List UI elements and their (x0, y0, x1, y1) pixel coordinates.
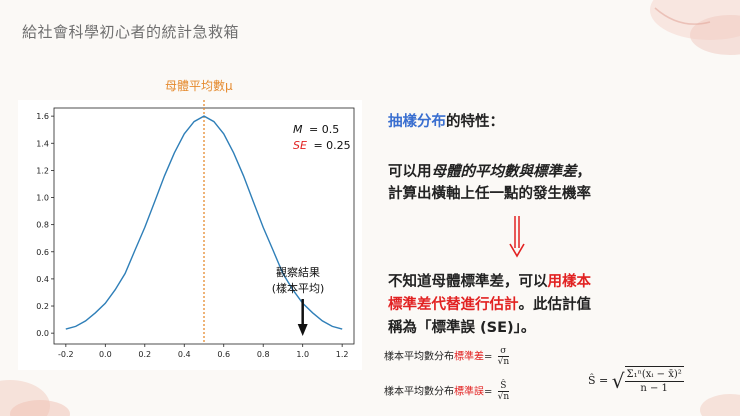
p4-text: 。此估計值 (518, 297, 592, 313)
observed-arrow-icon (297, 299, 308, 336)
f1-red: 標準差 (454, 351, 484, 363)
paragraph-2-line-1: 不知道母體標準差，可以用樣本 (388, 270, 591, 291)
y-tick-label: 0.8 (36, 221, 49, 230)
f2-den: √n (497, 392, 510, 402)
decorative-corner-bottom-right (700, 394, 740, 416)
paragraph-1-line-2: 計算出橫軸上任一點的發生機率 (388, 186, 591, 202)
x-tick-label: 1.0 (296, 350, 309, 359)
x-tick-label: 0.4 (178, 350, 191, 359)
f2-red: 標準誤 (454, 386, 484, 398)
f1-fraction: σ √n (497, 346, 510, 367)
y-tick-label: 0.2 (36, 302, 49, 311)
sqrt-icon: √ (611, 368, 625, 393)
f2-text: 樣本平均數分布 (384, 386, 454, 398)
x-tick-label: 1.2 (336, 350, 349, 359)
p4-red: 標準差代替進行估計 (388, 297, 519, 313)
p3-text: 不知道母體標準差，可以 (388, 274, 548, 290)
heading-highlight: 抽樣分布 (388, 114, 446, 130)
distribution-curve (65, 115, 343, 330)
f1-num: σ (497, 346, 510, 357)
shat-den: n − 1 (640, 383, 668, 394)
shat-num: Σ₁ⁿ(xᵢ − x̄)² (624, 369, 684, 382)
paragraph-2-line-3: 稱為「標準誤 (SE)」。 (388, 320, 536, 336)
se-annotation: SE = 0.25 (293, 139, 351, 152)
p1-text-a: 可以用 (388, 164, 432, 180)
x-tick-label: 0.6 (217, 350, 230, 359)
f1-eq: = (484, 351, 493, 363)
y-tick-label: 1.6 (36, 112, 49, 121)
mean-label: 母體平均數μ (165, 79, 233, 93)
f1-text: 樣本平均數分布 (384, 351, 454, 363)
p1-text-b: ， (576, 164, 592, 180)
normal-distribution-chart: -0.2 0.0 0.2 0.4 0.6 0.8 1.0 1.2 0.0 0.2 0.4 0.6 0.8… (36, 100, 355, 359)
y-tick-label: 0.0 (36, 329, 49, 338)
f2-fraction: Ŝ √n (497, 381, 510, 402)
mean-annotation: M = 0.5 (293, 123, 339, 136)
x-tick-label: 0.0 (99, 350, 112, 359)
observed-label-line1: 觀察結果 (276, 265, 320, 279)
chart-panel: -0.2 0.0 0.2 0.4 0.6 0.8 1.0 1.2 0.0 0.2 0.4 0.6 0.8… (18, 100, 362, 370)
down-arrow-icon (509, 216, 525, 258)
chart-axes: -0.2 0.0 0.2 0.4 0.6 0.8 1.0 1.2 0.0 0.2 0.4 0.6 0.8… (36, 100, 355, 359)
x-tick-label: 0.2 (138, 350, 151, 359)
formula-sd: 樣本平均數分布標準差= σ √n (384, 346, 510, 367)
heading: 抽樣分布的特性： (388, 110, 504, 131)
heading-rest: 的特性： (446, 114, 504, 130)
shat-fraction: Σ₁ⁿ(xᵢ − x̄)² n − 1 (624, 366, 684, 395)
y-tick-label: 1.2 (36, 166, 49, 175)
f1-den: √n (497, 357, 510, 367)
paragraph-1-line-1: 可以用母體的平均數與標準差， (388, 160, 591, 181)
decorative-corner-bottom-left (0, 380, 70, 416)
p1-emphasis: 母體的平均數與標準差 (431, 164, 577, 180)
shat-lhs: Ŝ = (588, 374, 609, 387)
y-tick-label: 0.6 (36, 248, 49, 257)
slide-title: 給社會科學初心者的統計急救箱 (22, 23, 240, 41)
y-tick-label: 0.4 (36, 275, 49, 284)
p3-red: 用樣本 (547, 274, 592, 290)
f2-eq: = (484, 386, 493, 398)
shat-formula: Ŝ = √ Σ₁ⁿ(xᵢ − x̄)² n − 1 (588, 366, 684, 395)
y-tick-label: 1.4 (36, 139, 49, 148)
x-tick-label: 0.8 (257, 350, 270, 359)
decorative-corner-top-right (650, 0, 740, 55)
x-tick-label: -0.2 (58, 350, 74, 359)
formula-se: 樣本平均數分布標準誤= Ŝ √n (384, 381, 510, 402)
paragraph-2-line-2: 標準差代替進行估計。此估計值 (388, 293, 591, 314)
f2-num: Ŝ (497, 381, 510, 392)
y-tick-label: 1.0 (36, 194, 49, 203)
observed-label-line2: (樣本平均) (272, 281, 325, 295)
